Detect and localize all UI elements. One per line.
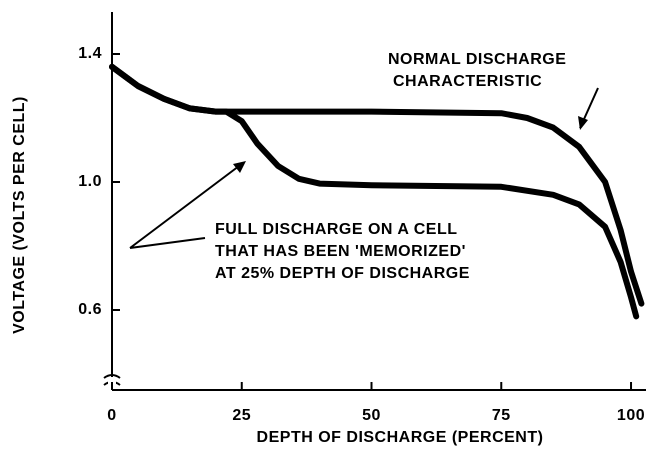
x-tick-label: 25 — [232, 407, 251, 424]
y-tick-label: 0.6 — [78, 301, 102, 318]
axis-break-gap — [108, 377, 116, 385]
annotation: NORMAL DISCHARGE — [388, 51, 566, 68]
x-tick-label: 50 — [362, 407, 381, 424]
annotation: CHARACTERISTIC — [393, 73, 542, 90]
x-tick-label: 0 — [107, 407, 116, 424]
arrowhead — [578, 116, 588, 130]
annotation-arrow — [129, 162, 244, 249]
annotation: THAT HAS BEEN 'MEMORIZED' — [215, 243, 466, 260]
annotation: FULL DISCHARGE ON A CELL — [215, 221, 458, 238]
x-tick-label: 75 — [492, 407, 511, 424]
arrowhead — [233, 161, 246, 173]
data-line — [109, 63, 640, 320]
y-tick-label: 1.4 — [78, 45, 102, 62]
annotation: AT 25% DEPTH OF DISCHARGE — [215, 265, 470, 282]
y-axis-label: VOLTAGE (VOLTS PER CELL) — [11, 96, 28, 334]
x-tick-label: 100 — [617, 407, 645, 424]
x-axis-label: DEPTH OF DISCHARGE (PERCENT) — [257, 429, 544, 446]
y-tick-label: 1.0 — [78, 173, 102, 190]
